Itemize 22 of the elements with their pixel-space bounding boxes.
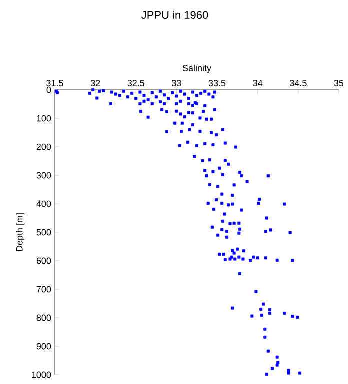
y-tick-label: 900 [36, 343, 52, 350]
x-tick-label: 33.5 [208, 80, 226, 86]
x-tick-label: 32 [90, 80, 100, 86]
y-tick-label: 200 [36, 144, 52, 150]
x-tick-label: 33 [172, 80, 182, 86]
y-tick-label: 100 [37, 115, 52, 122]
y-tick-label: 600 [36, 258, 52, 264]
x-tick-label: 34 [253, 80, 263, 86]
chart-title: JPPU in 1960 [142, 10, 208, 20]
x-axis-title: Salinity [182, 64, 212, 74]
x-tick-label: 35 [334, 80, 344, 86]
y-tick-label: 1000 [32, 372, 52, 378]
y-tick-label: 400 [36, 200, 52, 208]
y-tick-label: 0 [46, 86, 52, 94]
x-tick-label: 31.5 [46, 80, 64, 86]
y-axis-title: Depth [m] [16, 214, 25, 252]
y-tick-label: 700 [36, 286, 52, 293]
x-tick-label: 32.5 [128, 80, 145, 86]
y-tick-label: 300 [36, 172, 52, 179]
y-tick-label: 500 [36, 229, 52, 236]
x-tick-label: 34.5 [290, 80, 307, 86]
y-tick-label: 800 [36, 314, 52, 322]
